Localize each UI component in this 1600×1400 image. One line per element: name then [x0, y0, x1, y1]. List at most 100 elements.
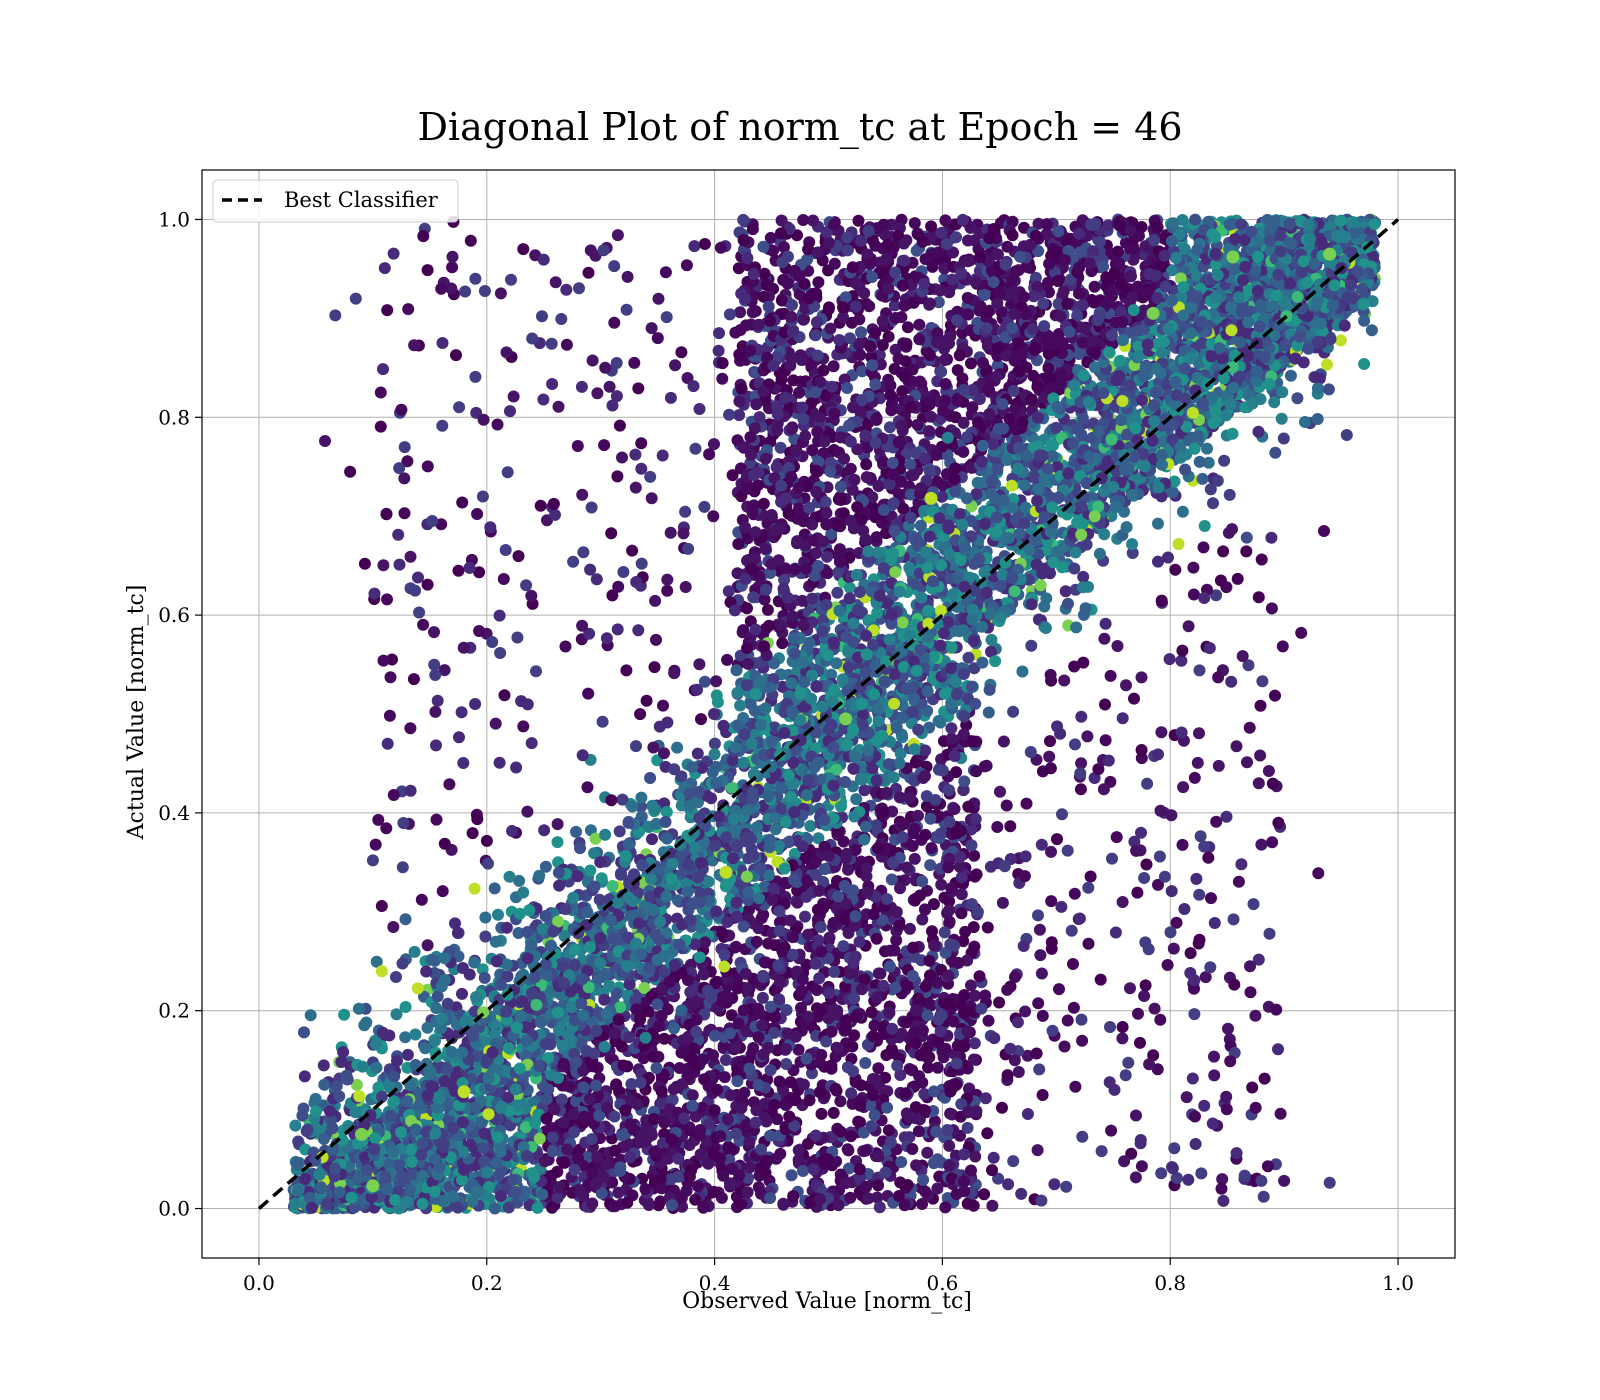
- scatter-point: [609, 1027, 622, 1040]
- scatter-point: [705, 991, 718, 1004]
- scatter-point: [458, 1163, 470, 1176]
- scatter-point: [866, 1089, 879, 1101]
- scatter-point: [885, 873, 898, 886]
- scatter-point: [813, 884, 826, 897]
- scatter-point: [333, 1186, 346, 1199]
- scatter-point: [796, 840, 809, 853]
- scatter-point: [786, 931, 799, 944]
- scatter-point: [546, 1131, 559, 1144]
- scatter-point: [762, 937, 775, 950]
- scatter-point: [797, 1165, 809, 1177]
- scatter-point: [586, 1060, 599, 1073]
- scatter-point: [730, 1127, 743, 1140]
- scatter-point: [813, 1086, 826, 1099]
- scatter-point: [764, 1064, 777, 1077]
- scatter-point: [617, 1059, 630, 1072]
- scatter-point: [768, 984, 781, 997]
- scatter-point: [904, 1111, 917, 1124]
- scatter-point: [743, 1062, 756, 1075]
- scatter-point: [653, 1020, 665, 1032]
- scatter-point: [865, 1120, 878, 1133]
- scatter-point: [428, 1185, 441, 1198]
- scatter-point: [757, 971, 770, 984]
- scatter-point: [850, 793, 863, 806]
- scatter-point: [755, 912, 768, 925]
- scatter-point: [768, 1011, 781, 1024]
- scatter-point: [509, 1185, 522, 1198]
- scatter-point: [457, 1145, 469, 1158]
- scatter-point: [887, 856, 900, 869]
- scatter-point: [609, 1144, 622, 1157]
- scatter-point: [927, 898, 940, 911]
- scatter-point: [481, 1166, 494, 1179]
- scatter-point: [870, 819, 883, 832]
- scatter-point: [791, 896, 804, 909]
- scatter-point: [943, 895, 956, 908]
- scatter-point: [650, 1062, 663, 1074]
- scatter-point: [919, 744, 932, 757]
- scatter-point: [939, 1042, 952, 1055]
- scatter-point: [666, 1199, 678, 1212]
- scatter-point: [624, 1118, 637, 1131]
- scatter-point: [832, 890, 845, 903]
- scatter-point: [965, 1164, 977, 1177]
- scatter-point: [969, 1150, 982, 1163]
- scatter-point: [965, 979, 977, 992]
- scatter-point: [908, 822, 921, 835]
- scatter-point: [631, 1098, 644, 1111]
- scatter-point: [690, 1013, 703, 1026]
- scatter-point: [490, 1156, 503, 1169]
- scatter-point: [862, 1192, 875, 1205]
- scatter-point: [867, 1030, 880, 1043]
- scatter-point: [698, 1073, 711, 1086]
- scatter-point: [608, 1110, 621, 1123]
- scatter-point: [655, 1085, 668, 1098]
- scatter-point: [558, 1156, 571, 1169]
- scatter-point: [729, 1041, 742, 1053]
- scatter-point: [916, 1198, 929, 1210]
- scatter-point: [478, 1155, 491, 1168]
- scatter-point: [658, 1116, 671, 1129]
- scatter-point: [859, 1144, 872, 1157]
- scatter-point: [919, 980, 932, 993]
- scatter-point: [877, 979, 890, 992]
- scatter-point: [531, 1201, 544, 1214]
- scatter-point: [784, 1076, 797, 1089]
- scatter-point: [945, 732, 958, 745]
- scatter-point: [901, 1179, 914, 1191]
- scatter-point: [912, 992, 925, 1005]
- scatter-point: [663, 975, 676, 988]
- scatter-point: [792, 1043, 805, 1056]
- scatter-point: [881, 1101, 893, 1114]
- scatter-point: [753, 1007, 766, 1020]
- scatter-point: [711, 1083, 724, 1096]
- scatter-point: [528, 1171, 540, 1184]
- scatter-point: [735, 1102, 748, 1115]
- scatter-point: [854, 1099, 867, 1112]
- scatter-point: [957, 784, 970, 796]
- scatter-point: [773, 993, 786, 1006]
- scatter-point: [783, 1110, 796, 1123]
- scatter-point: [928, 939, 941, 952]
- scatter-point: [802, 1011, 815, 1023]
- scatter-point: [718, 1071, 731, 1084]
- scatter-point: [894, 882, 906, 895]
- scatter-point: [834, 1095, 847, 1108]
- scatter-point: [943, 915, 956, 928]
- scatter-point: [614, 1165, 626, 1177]
- scatter-point: [853, 935, 866, 948]
- scatter-point: [848, 992, 861, 1005]
- scatter-point: [868, 1019, 881, 1032]
- scatter-point: [860, 1180, 873, 1193]
- scatter-point: [799, 910, 811, 923]
- scatter-point: [895, 1156, 908, 1168]
- scatter-point: [773, 1075, 786, 1088]
- scatter-point: [672, 1152, 685, 1165]
- scatter-point: [780, 1058, 793, 1070]
- scatter-point: [777, 1197, 790, 1210]
- scatter-point: [688, 997, 701, 1010]
- scatter-point: [884, 944, 897, 957]
- scatter-point: [786, 948, 799, 961]
- scatter-point: [868, 1109, 881, 1122]
- scatter-point: [829, 1082, 842, 1095]
